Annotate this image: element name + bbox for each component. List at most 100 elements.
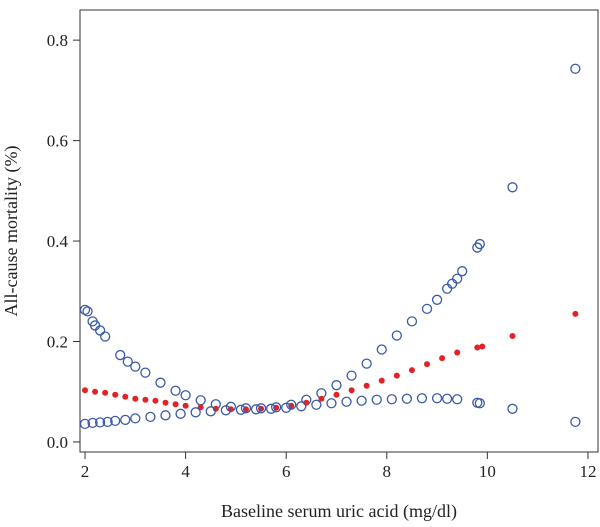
upper-bound-point	[331, 380, 342, 391]
x-tick-label: 10	[479, 462, 496, 481]
estimate-point	[363, 382, 370, 389]
x-tick-label: 4	[181, 462, 190, 481]
estimate-point	[152, 397, 159, 404]
upper-bound-point	[240, 403, 252, 414]
estimate-point	[424, 361, 431, 368]
estimate-point	[333, 391, 340, 398]
x-tick-label: 2	[81, 462, 90, 481]
upper-bound-point	[421, 303, 433, 315]
y-tick-label: 0.6	[47, 132, 68, 151]
lower-bound-point	[102, 416, 113, 428]
lower-bound-point	[507, 403, 518, 414]
lower-bound-point	[110, 415, 121, 427]
lower-bound-point	[130, 413, 141, 424]
lower-bound-point	[356, 395, 367, 406]
lower-bound-point	[120, 414, 131, 426]
lower-bound-series	[79, 393, 581, 430]
y-tick-label: 0.0	[47, 433, 68, 452]
lower-bound-point	[441, 393, 453, 404]
upper-bound-point	[180, 390, 191, 401]
lower-bound-point	[326, 398, 337, 409]
estimate-point	[318, 395, 325, 402]
lower-bound-point	[94, 417, 106, 428]
estimate-point	[102, 389, 109, 396]
x-axis-label: Baseline serum uric acid (mg/dl)	[221, 501, 457, 522]
lower-bound-point	[220, 405, 231, 416]
x-axis: 2 4 6 8 10 12	[81, 452, 596, 481]
y-tick-label: 0.8	[47, 31, 68, 50]
lower-bound-point	[296, 401, 307, 412]
lower-bound-point	[452, 394, 463, 405]
lower-bound-point	[341, 396, 352, 407]
estimate-point	[572, 310, 579, 317]
lower-bound-point	[205, 406, 216, 417]
estimate-point	[142, 396, 149, 403]
lower-bound-point	[371, 394, 382, 405]
upper-bound-point	[170, 385, 181, 396]
estimate-point	[378, 377, 385, 384]
lower-bound-point	[431, 393, 443, 404]
lower-bound-point	[79, 418, 91, 430]
estimate-point	[393, 372, 400, 379]
lower-bound-point	[386, 394, 397, 405]
upper-bound-point	[361, 358, 372, 369]
y-tick-label: 0.2	[47, 333, 68, 352]
upper-bound-point	[406, 316, 418, 327]
lower-bound-point	[570, 416, 581, 428]
y-axis-label: All-cause mortality (%)	[1, 146, 22, 317]
estimate-point	[474, 344, 481, 351]
upper-bound-point	[130, 361, 141, 372]
upper-bound-point	[79, 304, 91, 316]
lower-bound-point	[190, 407, 201, 418]
upper-bound-point	[270, 402, 282, 413]
estimate-point	[182, 402, 189, 409]
upper-bound-point	[391, 330, 402, 341]
lower-bound-point	[235, 404, 247, 415]
lower-bound-point	[175, 408, 186, 419]
estimate-point	[408, 367, 415, 374]
lower-bound-point	[250, 404, 262, 415]
upper-bound-point	[376, 344, 387, 355]
x-tick-label: 8	[383, 462, 392, 481]
lower-bound-point	[281, 402, 292, 413]
estimate-point	[172, 401, 179, 408]
lower-bound-point	[160, 410, 171, 421]
lower-bound-point	[474, 398, 485, 409]
lower-bound-point	[87, 417, 98, 429]
estimate-point	[132, 395, 139, 402]
upper-bound-point	[82, 306, 93, 317]
upper-bound-point	[122, 356, 133, 367]
data-points	[79, 63, 581, 430]
plot-frame	[79, 9, 599, 453]
upper-bound-point	[570, 63, 581, 74]
upper-bound-point	[99, 331, 111, 342]
lower-bound-point	[401, 393, 413, 404]
upper-bound-point	[155, 377, 166, 388]
estimate-point	[122, 393, 129, 400]
estimate-point	[454, 349, 461, 356]
upper-bound-point	[140, 367, 151, 378]
estimate-point	[348, 387, 355, 394]
upper-bound-point	[195, 395, 206, 406]
upper-bound-point	[255, 403, 267, 414]
estimate-point	[509, 332, 516, 339]
upper-bound-point	[457, 266, 468, 277]
upper-bound-point	[115, 349, 126, 361]
upper-bound-point	[452, 273, 463, 284]
lower-bound-point	[265, 403, 277, 414]
estimate-point	[92, 388, 99, 395]
upper-bound-series	[79, 63, 581, 414]
upper-bound-point	[286, 399, 297, 410]
x-tick-label: 12	[579, 462, 596, 481]
upper-bound-point	[447, 278, 458, 289]
estimate-point	[212, 405, 219, 412]
lower-bound-point	[311, 399, 322, 410]
estimate-point	[82, 387, 89, 394]
upper-bound-point	[507, 182, 518, 193]
lower-bound-point	[145, 411, 156, 422]
y-axis: 0.0 0.2 0.4 0.6 0.8	[47, 31, 80, 452]
estimate-series	[82, 310, 579, 413]
x-tick-label: 6	[282, 462, 291, 481]
